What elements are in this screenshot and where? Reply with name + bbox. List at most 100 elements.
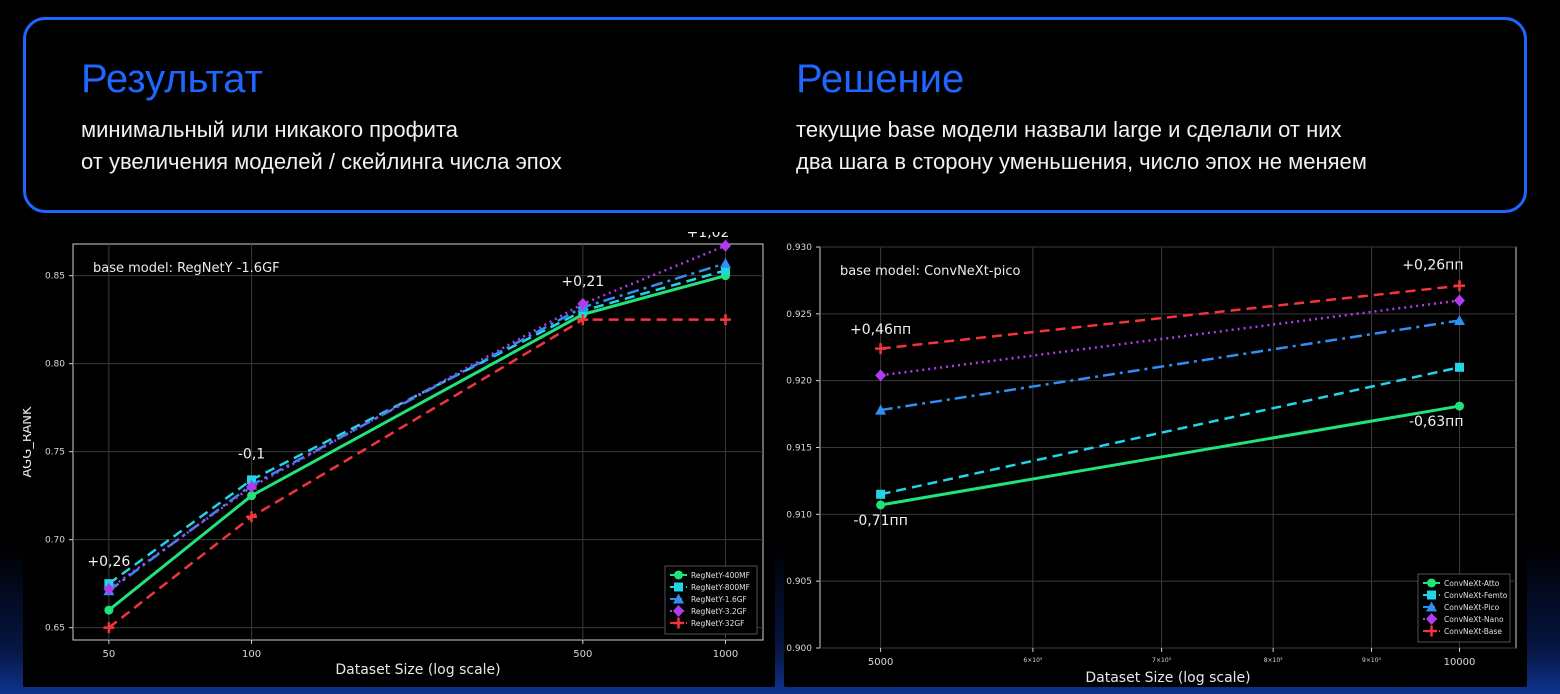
legend-marker: [674, 570, 683, 580]
value-annotation: -0,1: [238, 447, 265, 463]
base-model-annotation: base model: ConvNeXt-pico: [840, 264, 1021, 279]
regnet-chart-panel: 0.65 0.70 0.75 0.80 0.85 50 100 500 1000 Dataset …: [20, 225, 775, 687]
data-point: [1453, 280, 1465, 292]
value-annotation: +0,21: [561, 274, 604, 290]
x-tick-label: 8×10³: [1264, 657, 1283, 664]
series-RegNetY-32GF: [103, 314, 731, 634]
value-annotation: +0,26пп: [1402, 258, 1463, 274]
data-point: [103, 582, 115, 595]
plot-frame: [72, 243, 764, 641]
legend-marker: [674, 582, 683, 592]
data-point: [876, 500, 886, 510]
x-axis-label: Dataset Size (log scale): [335, 662, 500, 678]
legend-marker: [1427, 578, 1436, 588]
value-annotation: +1,02: [687, 232, 730, 241]
convnext-chart-panel: 0.900 0.905 0.910 0.915 0.920 0.925 0.930 5000 6…: [767, 232, 1527, 687]
series-line: [880, 404, 1460, 507]
data-point: [577, 297, 589, 310]
result-heading: Результат: [81, 57, 263, 101]
y-tick-label: 0.905: [786, 577, 812, 587]
legend-label: ConvNeXt-Nano: [1444, 615, 1504, 624]
x-tick-label: 7×10³: [1152, 657, 1171, 664]
solution-heading: Решение: [796, 57, 965, 101]
series-ConvNeXt-Nano: [875, 294, 1465, 382]
x-tick-label: 1000: [713, 649, 738, 660]
convnext-chart: 0.900 0.905 0.910 0.915 0.920 0.925 0.930 5000 6…: [767, 243, 1517, 686]
base-model-annotation: base model: RegNetY -1.6GF: [93, 261, 280, 276]
value-annotation: +0,46пп: [850, 322, 911, 338]
series-line: [880, 284, 1460, 350]
x-tick-label: 100: [242, 649, 261, 660]
series-RegNetY-3.2GF: [103, 239, 731, 595]
result-line-1: минимальный или никакого профита: [81, 117, 459, 142]
legend-label: RegNetY-1.6GF: [691, 595, 747, 604]
data-point: [104, 605, 114, 615]
series-line: [108, 244, 726, 590]
x-axis-label: Dataset Size (log scale): [1085, 670, 1250, 686]
data-point: [720, 265, 730, 275]
data-point: [1454, 401, 1464, 411]
series-line: [880, 299, 1460, 377]
data-point: [247, 491, 257, 501]
legend: ConvNeXt-Atto ConvNeXt-Femto ConvNeXt-Pico…: [1417, 573, 1511, 643]
y-tick-label: 0.65: [45, 624, 65, 634]
series-line: [108, 318, 726, 629]
data-point: [719, 257, 731, 268]
data-point: [246, 480, 258, 493]
y-tick-label: 0.920: [786, 377, 812, 387]
solution-line-1: текущие base модели назвали large и сдел…: [796, 117, 1342, 142]
data-point: [719, 239, 731, 252]
y-tick-label: 0.85: [45, 272, 65, 282]
y-tick-label: 0.70: [45, 536, 65, 546]
series-line: [880, 366, 1460, 496]
legend-label: ConvNeXt-Femto: [1444, 591, 1508, 600]
y-axis-label: AGG_RANK: [23, 406, 35, 477]
x-tick-label: 500: [573, 649, 592, 660]
legend: RegNetY-400MF RegNetY-800MF RegNetY-1.6GF R…: [664, 565, 758, 635]
legend-marker: [1426, 601, 1437, 612]
regnet-chart: 0.65 0.70 0.75 0.80 0.85 50 100 500 1000 Dataset …: [20, 225, 764, 678]
x-tick-label: 10000: [1444, 657, 1476, 668]
data-point: [1453, 294, 1465, 307]
y-tick-label: 0.75: [45, 448, 65, 458]
value-annotation: +0,26: [87, 554, 130, 570]
legend-label: RegNetY-800MF: [691, 583, 750, 592]
legend-marker: [1427, 590, 1436, 600]
summary-box: Результат минимальный или никакого профи…: [23, 17, 1527, 213]
legend-marker: [673, 593, 684, 604]
data-point: [577, 314, 589, 326]
series-line: [108, 262, 726, 592]
legend-label: ConvNeXt-Pico: [1444, 603, 1500, 612]
y-tick-label: 0.900: [786, 644, 812, 654]
x-tick-label: 6×10³: [1023, 657, 1042, 664]
solution-column: Решение текущие base модели назвали larg…: [796, 56, 1367, 178]
x-tick-label: 9×10³: [1362, 657, 1381, 664]
data-point: [876, 489, 886, 499]
data-point: [103, 622, 115, 634]
x-tick-label: 5000: [868, 657, 893, 668]
data-point: [875, 404, 887, 415]
data-point: [1453, 315, 1465, 326]
series-ConvNeXt-Pico: [875, 315, 1465, 415]
result-line-2: от увеличения моделей / скейлинга числа …: [81, 149, 562, 174]
y-tick-label: 0.910: [786, 510, 812, 520]
y-tick-label: 0.925: [786, 310, 812, 320]
series-ConvNeXt-Atto: [876, 401, 1464, 510]
legend-label: RegNetY-32GF: [691, 619, 744, 628]
legend-label: RegNetY-3.2GF: [691, 607, 747, 616]
legend-label: ConvNeXt-Base: [1444, 627, 1502, 636]
value-annotation: -0,71пп: [853, 513, 908, 529]
data-point: [719, 314, 731, 326]
result-column: Результат минимальный или никакого профи…: [81, 56, 562, 178]
legend-marker: [673, 617, 684, 629]
x-tick-label: 50: [103, 649, 116, 660]
legend-marker: [673, 605, 684, 617]
data-point: [875, 343, 887, 355]
data-point: [875, 369, 887, 382]
legend-label: ConvNeXt-Atto: [1444, 579, 1500, 588]
series-line: [107, 274, 726, 612]
series-line: [108, 269, 726, 585]
y-tick-label: 0.930: [786, 243, 812, 253]
legend-label: RegNetY-400MF: [691, 571, 750, 580]
series-line: [880, 319, 1460, 412]
